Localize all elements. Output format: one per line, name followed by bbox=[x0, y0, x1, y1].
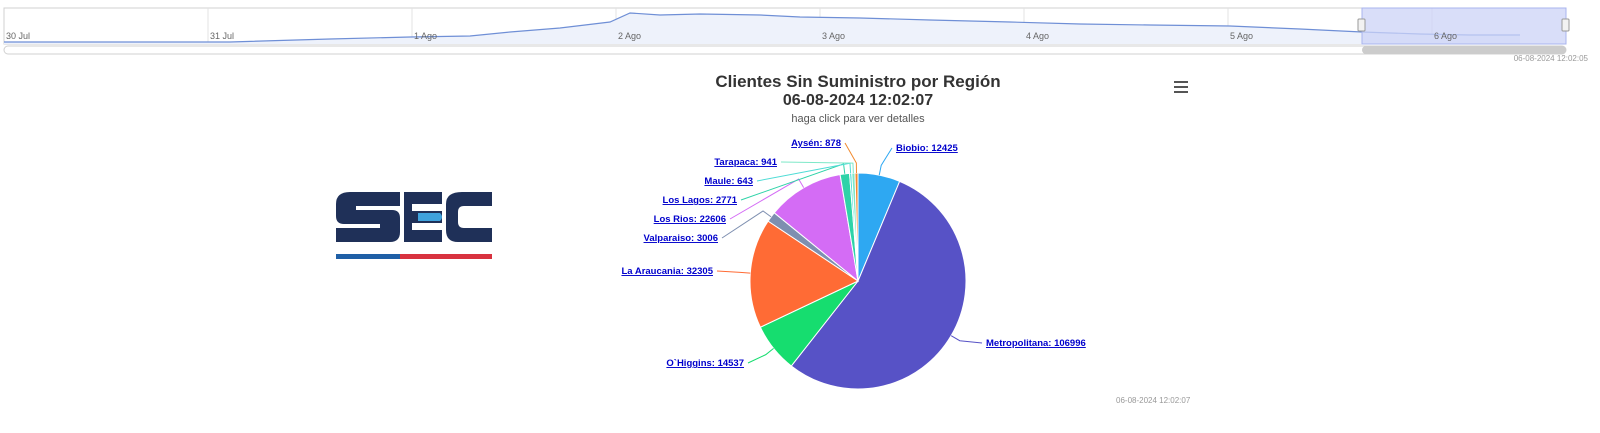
pie-slice[interactable] bbox=[749, 220, 860, 328]
navigator-handle-left[interactable] bbox=[1357, 18, 1366, 32]
navigator-timestamp: 06-08-2024 12:02:05 bbox=[1513, 54, 1588, 63]
navigator-tick-label: 1 Ago bbox=[414, 31, 437, 41]
menu-bar bbox=[1174, 81, 1188, 83]
navigator-area bbox=[4, 13, 1520, 44]
chart-subtitle: haga click para ver detalles bbox=[791, 113, 925, 125]
pie-data-label[interactable]: Tarapaca: 941 bbox=[714, 157, 777, 168]
pie-connector bbox=[780, 161, 854, 174]
navigator-handle-right[interactable] bbox=[1561, 18, 1570, 32]
pie-slice[interactable] bbox=[790, 180, 967, 390]
hamburger-menu-icon[interactable] bbox=[1172, 78, 1190, 94]
logo-letter-s bbox=[336, 192, 400, 242]
pie-data-label[interactable]: Aysén: 878 bbox=[791, 138, 841, 149]
pie-connector bbox=[721, 210, 772, 239]
navigator-tick-label: 6 Ago bbox=[1434, 31, 1457, 41]
logo-stripe-blue bbox=[336, 254, 400, 259]
pie-data-label[interactable]: Los Rios: 22606 bbox=[654, 214, 726, 225]
pie-data-label[interactable]: Metropolitana: 106996 bbox=[986, 338, 1086, 349]
chart-title: Clientes Sin Suministro por Región bbox=[715, 72, 1001, 91]
navigator-tick-label: 4 Ago bbox=[1026, 31, 1049, 41]
pie-data-label[interactable]: La Araucania: 32305 bbox=[621, 266, 713, 277]
pie-connector bbox=[729, 178, 805, 220]
logo-accent bbox=[418, 213, 442, 221]
navigator-tick-label: 2 Ago bbox=[618, 31, 641, 41]
menu-bar bbox=[1174, 86, 1188, 88]
navigator-tick-label: 5 Ago bbox=[1230, 31, 1253, 41]
menu-bar bbox=[1174, 91, 1188, 93]
pie-data-label[interactable]: Biobio: 12425 bbox=[896, 143, 958, 154]
pie-connector bbox=[878, 147, 893, 176]
pie-data-label[interactable]: Valparaiso: 3006 bbox=[644, 233, 718, 244]
logo-letter-c bbox=[446, 192, 492, 242]
pie-data-label[interactable]: O`Higgins: 14537 bbox=[666, 358, 744, 369]
navigator-tick-label: 31 Jul bbox=[210, 31, 234, 41]
pie-data-label[interactable]: Los Lagos: 2771 bbox=[663, 195, 738, 206]
pie-connector bbox=[950, 335, 983, 344]
pie-connector bbox=[844, 142, 857, 174]
pie-connector bbox=[716, 270, 751, 274]
navigator-tick-label: 30 Jul bbox=[6, 31, 30, 41]
pie-connector bbox=[747, 348, 774, 364]
navigator-tick-label: 3 Ago bbox=[822, 31, 845, 41]
navigator-line bbox=[4, 12, 1520, 43]
pie-connector bbox=[740, 163, 846, 201]
navigator-scrollbar-thumb[interactable] bbox=[1362, 46, 1566, 54]
navigator-tick-labels: 30 Jul 31 Jul 1 Ago 2 Ago 3 Ago 4 Ago 5 Ago 6 A… bbox=[6, 31, 1457, 41]
chart-footer-timestamp: 06-08-2024 12:02:07 bbox=[1116, 396, 1191, 405]
pie-slice[interactable] bbox=[773, 173, 859, 283]
logo-stripe-red bbox=[400, 254, 492, 259]
pie-data-label[interactable]: Maule: 643 bbox=[704, 176, 753, 187]
sec-logo bbox=[336, 192, 492, 259]
time-navigator[interactable]: 30 Jul 31 Jul 1 Ago 2 Ago 3 Ago 4 Ago 5 Ago 6 A… bbox=[0, 0, 1600, 60]
chart-datetime: 06-08-2024 12:02:07 bbox=[782, 92, 934, 109]
